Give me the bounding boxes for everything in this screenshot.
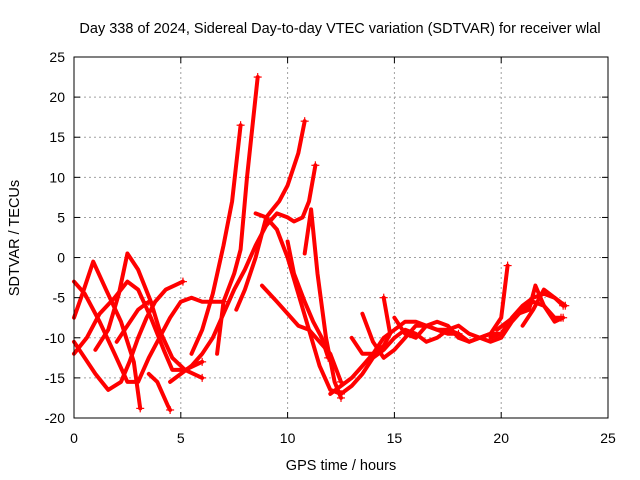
series-arc5 <box>93 251 205 380</box>
series-arc4 <box>72 279 185 392</box>
series-arc2 <box>72 279 205 372</box>
series-arc6 <box>114 299 151 344</box>
series-arc12 <box>253 211 343 396</box>
x-tick-label: 20 <box>493 430 509 446</box>
series-arc17-end-marker <box>503 261 512 270</box>
series-arc18 <box>349 295 393 356</box>
y-axis-label: SDTVAR / TECUs <box>7 180 23 296</box>
series-arc19 <box>360 311 461 360</box>
x-axis-label: GPS time / hours <box>286 458 396 474</box>
series-arc14 <box>285 239 331 360</box>
series-arc7-end-marker <box>166 405 175 414</box>
y-tick-label: 10 <box>49 169 65 185</box>
series-arc9-end-marker <box>236 121 245 130</box>
y-tick-label: -20 <box>45 410 65 426</box>
series-arc4-end-marker <box>178 277 187 286</box>
series-arc6-end-marker <box>144 297 153 306</box>
series-arc9 <box>189 123 243 356</box>
series-arc23-end-marker <box>559 301 568 310</box>
x-tick-label: 0 <box>70 430 78 446</box>
y-tick-label: 15 <box>49 129 65 145</box>
series-arc1-end-marker <box>136 404 145 413</box>
x-tick-label: 10 <box>280 430 296 446</box>
plot-frame <box>73 56 609 419</box>
grid-layer <box>74 57 608 418</box>
series-arc5-end-marker <box>198 373 207 382</box>
series-arc8 <box>168 163 318 384</box>
x-tick-label: 5 <box>177 430 185 446</box>
series-arc8-end-marker <box>311 161 320 170</box>
x-tick-label: 15 <box>387 430 403 446</box>
series-arc7 <box>146 371 173 412</box>
y-tick-label: 0 <box>57 250 65 266</box>
chart-title: Day 338 of 2024, Sidereal Day-to-day VTE… <box>79 21 600 37</box>
series-arc11-end-marker <box>300 117 309 126</box>
y-tick-label: -10 <box>45 330 65 346</box>
series-arc3 <box>72 279 226 384</box>
series-arc18-end-marker <box>379 293 388 302</box>
x-tick-label: 25 <box>600 430 616 446</box>
y-tick-label: 25 <box>49 49 65 65</box>
series-arc10-end-marker <box>253 73 262 82</box>
y-tick-label: -15 <box>45 370 65 386</box>
series-arc20 <box>392 315 504 344</box>
series-arc15 <box>260 283 343 384</box>
series-arc22 <box>494 283 566 332</box>
series-arc22-end-marker <box>559 313 568 322</box>
series-arc13 <box>302 207 343 400</box>
y-tick-label: 20 <box>49 89 65 105</box>
y-tick-label: 5 <box>57 209 65 225</box>
series-arc23 <box>520 287 566 328</box>
series-arc10 <box>215 75 260 356</box>
series-arc2-end-marker <box>198 357 207 366</box>
ticks-layer: 0 5 10 15 20 25 -20 -15 -10 -5 0 5 10 15 20 25 <box>45 49 616 446</box>
y-tick-label: -5 <box>53 290 66 306</box>
series-layer <box>72 73 570 414</box>
series-arc11 <box>234 119 307 312</box>
